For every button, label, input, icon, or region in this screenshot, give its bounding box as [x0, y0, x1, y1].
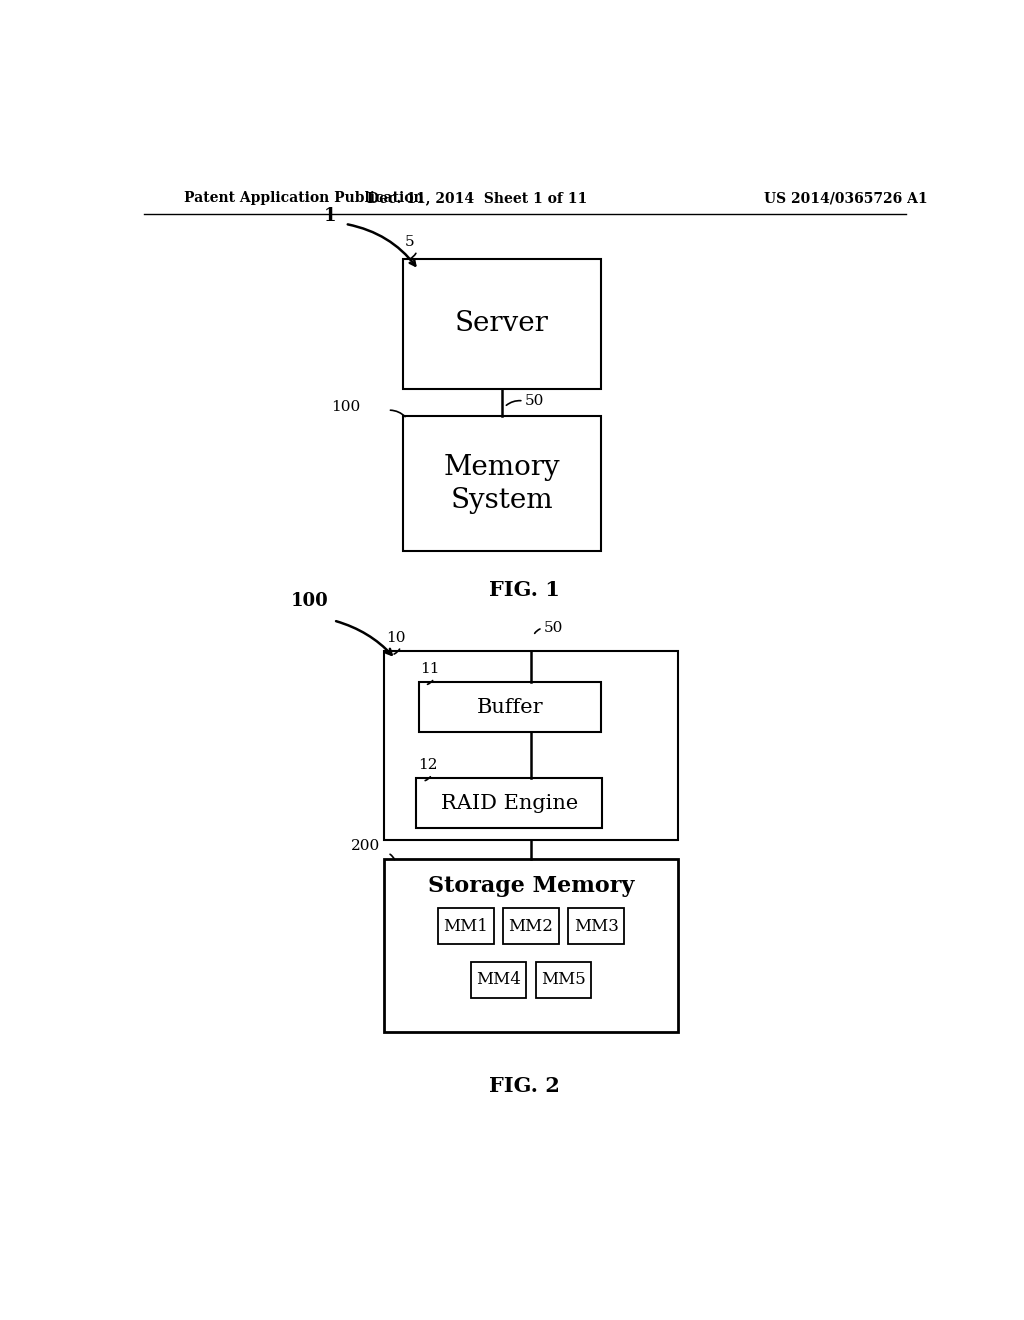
Text: MM1: MM1 [443, 917, 488, 935]
Text: MM3: MM3 [573, 917, 618, 935]
Text: 100: 100 [291, 593, 329, 610]
Text: 5: 5 [404, 235, 415, 249]
Text: MM4: MM4 [476, 972, 521, 989]
Text: MM2: MM2 [509, 917, 553, 935]
Bar [536, 962, 592, 998]
Bar [568, 908, 624, 944]
Text: Dec. 11, 2014  Sheet 1 of 11: Dec. 11, 2014 Sheet 1 of 11 [367, 191, 587, 206]
Bar [417, 779, 602, 829]
Bar [438, 908, 494, 944]
Bar [419, 682, 601, 733]
Text: Memory
System: Memory System [443, 454, 560, 513]
Text: FIG. 2: FIG. 2 [489, 1076, 560, 1096]
Text: 11: 11 [420, 661, 439, 676]
Text: 12: 12 [418, 758, 437, 772]
Text: Server: Server [455, 310, 549, 338]
Text: 100: 100 [331, 400, 360, 414]
Text: 1: 1 [324, 207, 336, 226]
Text: 50: 50 [525, 393, 545, 408]
Text: RAID Engine: RAID Engine [440, 793, 578, 813]
Bar [471, 962, 526, 998]
Text: Patent Application Publication: Patent Application Publication [183, 191, 424, 206]
Text: 50: 50 [544, 622, 563, 635]
Text: Storage Memory: Storage Memory [428, 875, 634, 898]
Bar [503, 908, 559, 944]
Text: 200: 200 [350, 840, 380, 853]
Text: FIG. 1: FIG. 1 [489, 579, 560, 599]
Text: Buffer: Buffer [476, 697, 543, 717]
Bar [403, 416, 601, 552]
Bar [384, 651, 678, 840]
Text: MM5: MM5 [541, 972, 586, 989]
Text: US 2014/0365726 A1: US 2014/0365726 A1 [764, 191, 927, 206]
Bar [403, 259, 601, 389]
Text: 10: 10 [386, 631, 406, 645]
Bar [384, 859, 678, 1032]
